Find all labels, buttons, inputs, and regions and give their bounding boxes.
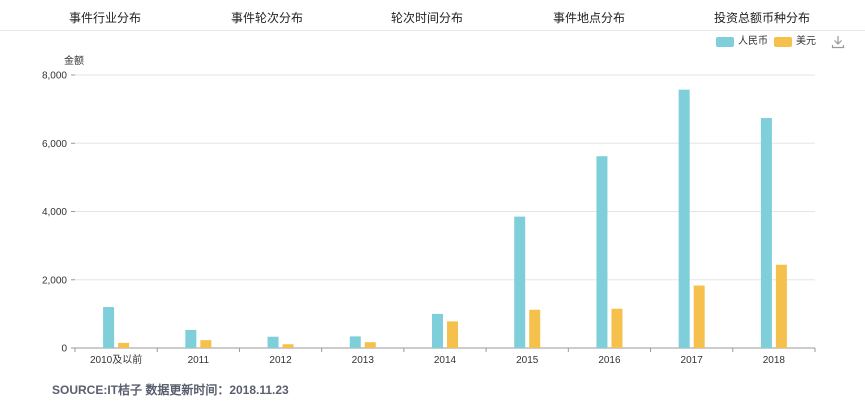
y-tick-label: 0 [61,344,67,355]
legend-label-rmb: 人民币 [738,36,768,47]
bar-usd [611,308,623,348]
bar-rmb [760,117,772,348]
y-tick-label: 8,000 [42,71,67,82]
legend-swatch-rmb [716,37,734,47]
y-tick-label: 4,000 [42,207,67,218]
x-tick-label: 2012 [269,355,292,366]
x-tick-label: 2013 [352,355,375,366]
x-tick-label: 2014 [434,355,457,366]
bar-usd [529,309,541,348]
bar-usd [282,344,294,348]
bar-rmb [596,156,608,348]
legend-label-usd: 美元 [796,36,816,47]
x-tick-label: 2010及以前 [90,353,142,366]
tab-round-distribution[interactable]: 事件轮次分布 [231,11,304,25]
bar-rmb [185,329,197,348]
bar-rmb [103,307,115,348]
bar-rmb [349,336,361,348]
chart-legend: 人民币 美元 [716,35,816,49]
bar-usd [693,285,705,348]
bar-rmb [432,313,443,348]
bar-rmb [678,89,690,348]
bar-rmb [267,336,279,348]
bar-usd [447,321,458,348]
bar-usd [200,340,212,348]
y-tick-label: 6,000 [42,139,67,150]
tab-currency-distribution[interactable]: 投资总额币种分布 [714,11,811,25]
x-tick-label: 2017 [681,355,704,366]
x-tick-label: 2011 [188,355,210,366]
download-icon[interactable] [831,35,845,49]
x-tick-label: 2015 [516,355,539,366]
bar-usd [364,342,376,348]
x-tick-label: 2016 [598,355,621,366]
tab-bar: 事件行业分布 事件轮次分布 轮次时间分布 事件地点分布 投资总额币种分布 [0,0,865,31]
tab-industry-distribution[interactable]: 事件行业分布 [69,11,142,25]
source-footer: SOURCE:IT桔子 数据更新时间：2018.11.23 [52,383,289,397]
y-tick-label: 2,000 [42,275,67,286]
bar-rmb [514,216,526,348]
bar-usd [118,342,130,348]
y-axis-unit-label: 金额 [64,56,84,67]
bar-usd [775,264,787,348]
x-tick-label: 2018 [763,355,786,366]
legend-swatch-usd [774,37,792,47]
tab-round-time-distribution[interactable]: 轮次时间分布 [391,11,464,25]
tab-location-distribution[interactable]: 事件地点分布 [553,11,626,25]
